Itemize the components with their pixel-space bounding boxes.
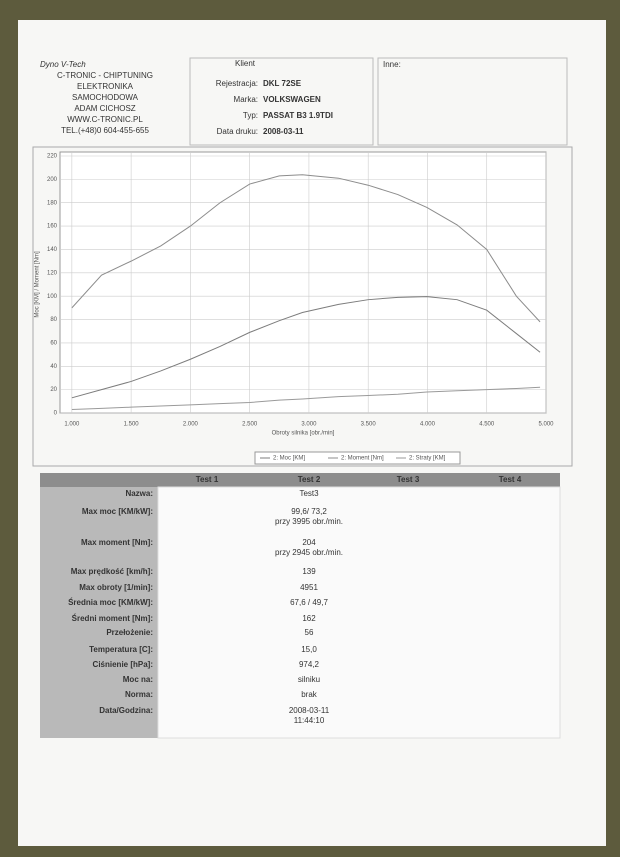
client-label: Data druku: (217, 127, 258, 136)
row-value: 15,0 (301, 645, 317, 654)
y-tick-label: 160 (47, 224, 58, 230)
row-value: silniku (298, 675, 320, 684)
row-label: Max moc [KM/kW]: (82, 507, 153, 516)
y-tick-label: 140 (47, 247, 58, 253)
y-tick-label: 0 (54, 411, 58, 417)
y-tick-label: 220 (47, 154, 58, 160)
row-label: Moc na: (123, 675, 153, 684)
row-value: przy 2945 obr./min. (275, 548, 343, 557)
x-tick-label: 2.500 (242, 422, 258, 428)
x-tick-label: 5.000 (538, 422, 554, 428)
client-value: 2008-03-11 (263, 127, 304, 136)
plot-area (59, 151, 547, 414)
row-label: Data/Godzina: (99, 706, 153, 715)
series-line (71, 386, 541, 410)
table-label-column (40, 487, 158, 738)
row-label: Przełożenie: (106, 628, 153, 637)
client-value: DKL 72SE (263, 79, 302, 88)
company-line: ADAM CICHOSZ (74, 104, 135, 113)
x-axis-label: Obroty silnika [obr./min] (272, 431, 335, 437)
x-tick-label: 3.500 (361, 422, 377, 428)
y-tick-label: 120 (47, 270, 58, 276)
column-header: Test 1 (196, 475, 219, 484)
y-tick-label: 60 (50, 340, 57, 346)
x-tick-label: 4.500 (479, 422, 495, 428)
row-value: 2008-03-11 (289, 706, 330, 715)
y-axis-label: Moc [KM] / Moment [Nm] (35, 251, 41, 318)
company-line: Dyno V-Tech (40, 60, 86, 69)
client-label: Rejestracja: (216, 79, 258, 88)
column-header: Test 2 (298, 475, 321, 484)
client-box (189, 57, 374, 146)
row-label: Średnia moc [KM/kW]: (68, 598, 153, 607)
company-line: C-TRONIC - CHIPTUNING (57, 71, 153, 80)
y-tick-label: 40 (50, 364, 57, 370)
row-label: Max moment [Nm]: (81, 538, 153, 547)
x-tick-label: 1.000 (64, 422, 80, 428)
row-value: 67,6 / 49,7 (290, 598, 328, 607)
company-line: ELEKTRONIKA (77, 82, 134, 91)
other-title: Inne: (383, 60, 401, 69)
company-line: WWW.C-TRONIC.PL (67, 115, 143, 124)
x-tick-label: 4.000 (420, 422, 436, 428)
company-line: TEL.(+48)0 604-455-655 (61, 126, 149, 135)
legend-label: 2: Straty [KM] (409, 456, 446, 462)
column-header: Test 4 (499, 475, 522, 484)
client-label: Marka: (234, 95, 258, 104)
y-tick-label: 180 (47, 200, 58, 206)
client-title: Klient (235, 59, 256, 68)
legend-box (254, 451, 461, 465)
y-tick-label: 200 (47, 177, 58, 183)
y-tick-label: 80 (50, 317, 57, 323)
company-line: SAMOCHODOWA (72, 93, 139, 102)
row-value: 56 (305, 628, 314, 637)
row-value: 162 (302, 614, 316, 623)
table-body (157, 486, 561, 739)
client-label: Typ: (243, 111, 258, 120)
legend-label: 2: Moc [KM] (273, 456, 305, 462)
row-value: 204 (302, 538, 316, 547)
y-tick-label: 100 (47, 294, 58, 300)
column-header: Test 3 (397, 475, 420, 484)
row-label: Temperatura [C]: (89, 645, 153, 654)
client-value: VOLKSWAGEN (263, 95, 321, 104)
row-label: Ciśnienie [hPa]: (93, 660, 153, 669)
row-value: 139 (302, 567, 316, 576)
row-value: 974,2 (299, 660, 320, 669)
row-label: Max obroty [1/min]: (79, 583, 153, 592)
row-label: Nazwa: (125, 489, 153, 498)
row-label: Norma: (125, 690, 153, 699)
x-tick-label: 3.000 (301, 422, 317, 428)
series-line (71, 174, 541, 323)
legend-label: 2: Moment [Nm] (341, 456, 384, 462)
row-value: przy 3995 obr./min. (275, 517, 343, 526)
row-label: Max prędkość [km/h]: (71, 567, 153, 576)
row-value: 11:44:10 (294, 716, 325, 725)
x-tick-label: 2.000 (183, 422, 199, 428)
series-line (71, 296, 541, 399)
chart-box (32, 146, 573, 467)
row-label: Średni moment [Nm]: (72, 614, 153, 623)
row-value: 99,6/ 73,2 (291, 507, 327, 516)
x-tick-label: 1.500 (124, 422, 140, 428)
other-box (377, 57, 568, 146)
table-header (40, 473, 560, 487)
y-tick-label: 20 (50, 387, 57, 393)
row-value: 4951 (300, 583, 318, 592)
row-value: Test3 (299, 489, 319, 498)
row-value: brak (301, 690, 318, 699)
client-value: PASSAT B3 1.9TDI (263, 111, 333, 120)
